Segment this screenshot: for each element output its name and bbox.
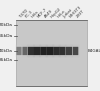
Text: HepG2: HepG2 [50, 7, 62, 19]
FancyBboxPatch shape [52, 45, 61, 57]
FancyBboxPatch shape [21, 45, 29, 57]
Text: NIH/3T3: NIH/3T3 [69, 5, 83, 19]
Text: T47D: T47D [19, 9, 29, 19]
FancyBboxPatch shape [47, 47, 53, 55]
Text: 55kDa: 55kDa [0, 34, 13, 38]
Text: 293T: 293T [76, 9, 85, 19]
FancyBboxPatch shape [39, 45, 48, 57]
Text: Jurkat: Jurkat [62, 8, 73, 19]
Text: Hela: Hela [31, 10, 40, 19]
Text: 35kDa: 35kDa [0, 58, 13, 62]
Text: 40kDa: 40kDa [0, 49, 13, 53]
Text: B4GALT4: B4GALT4 [88, 49, 100, 53]
FancyBboxPatch shape [53, 47, 60, 55]
FancyBboxPatch shape [40, 47, 47, 55]
Bar [16, 20, 87, 86]
FancyBboxPatch shape [73, 47, 78, 55]
FancyBboxPatch shape [34, 47, 40, 55]
FancyBboxPatch shape [72, 45, 79, 57]
Text: MCF-7: MCF-7 [37, 8, 48, 19]
FancyBboxPatch shape [16, 47, 22, 55]
Text: 70kDa: 70kDa [0, 23, 13, 27]
FancyBboxPatch shape [22, 47, 28, 55]
FancyBboxPatch shape [27, 45, 35, 57]
FancyBboxPatch shape [66, 47, 72, 55]
Text: PC-3: PC-3 [25, 10, 34, 19]
Text: A549: A549 [44, 9, 53, 19]
FancyBboxPatch shape [46, 45, 54, 57]
FancyBboxPatch shape [59, 47, 66, 55]
FancyBboxPatch shape [65, 45, 73, 57]
Text: HeLa: HeLa [56, 9, 66, 19]
FancyBboxPatch shape [28, 47, 34, 55]
FancyBboxPatch shape [15, 45, 23, 57]
FancyBboxPatch shape [58, 45, 67, 57]
FancyBboxPatch shape [33, 45, 41, 57]
